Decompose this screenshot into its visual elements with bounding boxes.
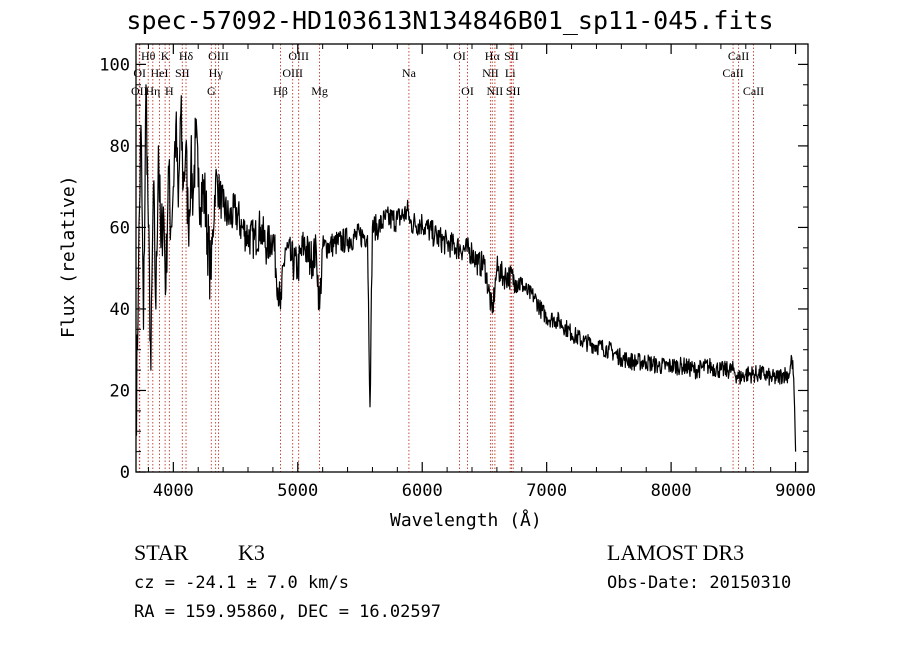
line-marker-label: OI (461, 84, 474, 98)
y-tick-label: 0 (120, 463, 130, 483)
line-marker-label: OII (131, 84, 148, 98)
line-marker-label: Li (505, 66, 516, 80)
y-tick-label: 20 (110, 381, 130, 401)
line-markers: HθOIOIIKHeIHηHSIIHδOIIIHγGHβOIIIOIIIMgNa… (131, 44, 764, 472)
x-tick-label: 5000 (277, 481, 318, 501)
y-tick-label: 40 (110, 300, 130, 320)
spectrum-line (135, 84, 797, 452)
line-marker-label: HeI (151, 66, 169, 80)
line-marker-label: NII (487, 84, 504, 98)
ra-dec-coordinates: RA = 159.95860, DEC = 16.02597 (134, 602, 442, 622)
line-marker-label: H (165, 84, 174, 98)
line-marker-label: K (161, 49, 170, 63)
line-marker-label: OIII (208, 49, 229, 63)
x-tick-label: 7000 (526, 481, 567, 501)
object-class: STAR (134, 540, 189, 565)
x-tick-label: 8000 (651, 481, 692, 501)
x-axis-label: Wavelength (Å) (390, 510, 542, 531)
x-tick-label: 4000 (153, 481, 194, 501)
y-tick-label: 80 (110, 137, 130, 157)
line-marker-label: SII (506, 84, 521, 98)
line-marker-label: SII (175, 66, 190, 80)
line-marker-label: OIII (282, 66, 303, 80)
line-marker-label: OIII (288, 49, 309, 63)
line-marker-label: Hα (485, 49, 501, 63)
redshift-cz: cz = -24.1 ± 7.0 km/s (134, 573, 349, 593)
survey-name: LAMOST DR3 (607, 540, 745, 565)
line-marker-label: CaII (728, 49, 749, 63)
line-marker-label: G (207, 84, 216, 98)
y-tick-label: 60 (110, 218, 130, 238)
line-marker-label: SII (504, 49, 519, 63)
line-marker-label: OI (453, 49, 466, 63)
axis-ticks: 4000 5000 6000 7000 8000 9000 0 20 40 60 80 100 (99, 44, 816, 501)
line-marker-label: CaII (722, 66, 743, 80)
x-tick-label: 9000 (775, 481, 816, 501)
chart-title: spec-57092-HD103613N134846B01_sp11-045.f… (126, 6, 774, 35)
line-marker-label: Hβ (273, 84, 288, 98)
line-marker-label: Hγ (209, 66, 224, 80)
y-axis-label: Flux (relative) (58, 175, 79, 338)
object-subclass: K3 (238, 540, 265, 565)
line-marker-label: Mg (311, 84, 328, 98)
line-marker-label: Hθ (141, 49, 156, 63)
line-marker-label: Hη (145, 84, 160, 98)
line-marker-label: CaII (743, 84, 764, 98)
line-marker-label: NII (482, 66, 499, 80)
observation-date: Obs-Date: 20150310 (607, 573, 792, 593)
line-marker-label: Na (402, 66, 417, 80)
line-marker-label: Hδ (179, 49, 194, 63)
x-tick-label: 6000 (402, 481, 443, 501)
y-tick-label: 100 (99, 55, 130, 75)
